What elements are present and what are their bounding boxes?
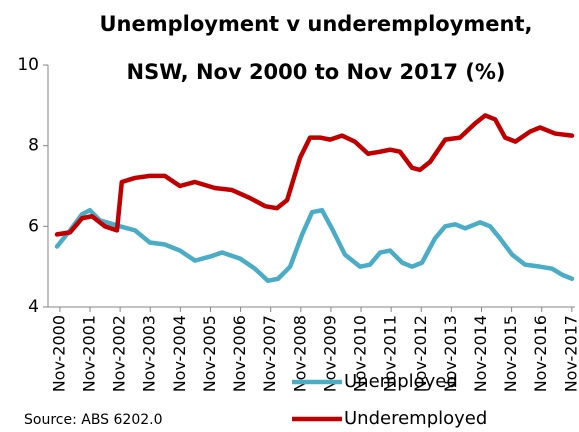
x-tick-label: Nov-2012 — [411, 315, 430, 392]
legend-label: Unemployed — [344, 371, 458, 392]
x-tick-label: Nov-2009 — [320, 315, 339, 392]
x-tick-label: Nov-2013 — [441, 315, 460, 392]
series-line — [54, 207, 575, 284]
x-tick-label: Nov-2002 — [110, 315, 129, 392]
x-tick-label: Nov-2008 — [290, 315, 309, 392]
legend-label: Underemployed — [344, 408, 487, 429]
y-tick-label: 10 — [17, 55, 39, 75]
x-tick-label: Nov-2017 — [561, 315, 579, 392]
source-note: Source: ABS 6202.0 — [24, 412, 163, 428]
x-tick-label: Nov-2003 — [140, 315, 159, 392]
x-tick-label: Nov-2006 — [230, 315, 249, 392]
x-tick-label: Nov-2001 — [80, 315, 99, 392]
x-tick-label: Nov-2004 — [170, 315, 189, 392]
chart-title: Unemployment v underemployment, — [100, 12, 533, 36]
chart-title: NSW, Nov 2000 to Nov 2017 (%) — [127, 60, 506, 84]
y-tick-label: 4 — [28, 297, 39, 317]
x-tick-label: Nov-2014 — [471, 315, 490, 392]
x-tick-label: Nov-2011 — [381, 315, 400, 392]
y-tick-label: 8 — [28, 136, 39, 156]
x-tick-label: Nov-2015 — [501, 315, 520, 392]
y-tick-label: 6 — [28, 216, 39, 236]
x-tick-label: Nov-2007 — [260, 315, 279, 392]
x-tick-label: Nov-2010 — [351, 315, 370, 392]
x-tick-label: Nov-2005 — [200, 315, 219, 392]
series-line — [54, 113, 575, 237]
x-tick-label: Nov-2000 — [49, 315, 68, 392]
x-tick-label: Nov-2016 — [531, 315, 550, 392]
